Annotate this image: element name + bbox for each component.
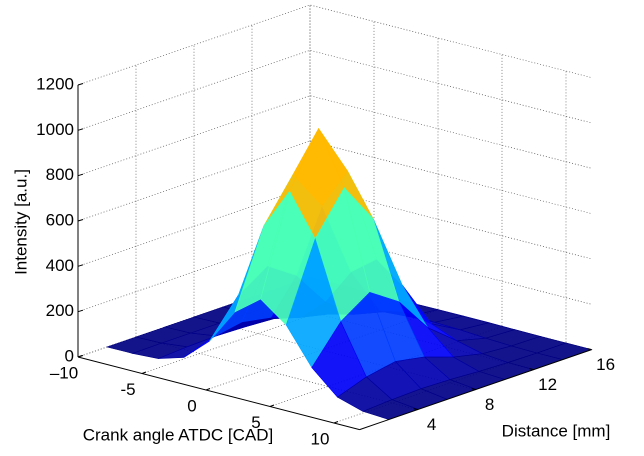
x-axis <box>77 356 360 431</box>
x-tick <box>333 421 339 424</box>
grid-line <box>141 21 375 374</box>
x-tick-label: 0 <box>187 396 196 415</box>
grid-line <box>77 4 592 86</box>
z-tick-label: 1000 <box>36 120 74 139</box>
x-axis-label: Crank angle ATDC [CAD] <box>83 425 274 444</box>
y-tick <box>529 368 534 371</box>
z-tick <box>77 219 84 222</box>
y-tick <box>587 348 592 351</box>
grid-line <box>77 95 592 177</box>
x-tick <box>269 404 275 407</box>
y-tick-label: 4 <box>427 415 436 434</box>
grid-line <box>77 185 592 267</box>
grid-line <box>205 38 439 391</box>
z-tick-label: 0 <box>65 346 74 365</box>
x-tick-label: -5 <box>120 380 135 399</box>
z-tick <box>77 173 84 177</box>
x-tick <box>77 355 83 358</box>
z-axis-label: Intensity [a.u.] <box>11 169 30 275</box>
y-tick <box>471 388 476 391</box>
x-tick <box>205 388 211 391</box>
grid-line <box>77 140 592 222</box>
z-tick <box>77 128 84 131</box>
z-tick-label: 600 <box>46 210 74 229</box>
z-tick-label: 200 <box>46 301 74 320</box>
x-tick-label: 10 <box>311 429 330 448</box>
z-tick <box>77 83 84 86</box>
x-tick-label: –10 <box>50 363 78 382</box>
y-axis-label: Distance [mm] <box>502 421 611 440</box>
grid-line <box>77 231 592 313</box>
z-tick-label: 800 <box>46 165 74 184</box>
z-tick-label: 400 <box>46 256 74 275</box>
y-tick-label: 16 <box>596 355 615 374</box>
y-tick <box>413 408 418 411</box>
grid-line <box>77 49 592 131</box>
y-tick-label: 12 <box>538 375 557 394</box>
z-tick <box>77 309 84 313</box>
grid-line <box>135 65 418 410</box>
z-tick <box>77 264 84 267</box>
z-tick-label: 1200 <box>36 74 74 93</box>
x-tick-label: 5 <box>251 413 260 432</box>
y-tick-label: 8 <box>485 395 494 414</box>
x-tick <box>141 371 147 374</box>
